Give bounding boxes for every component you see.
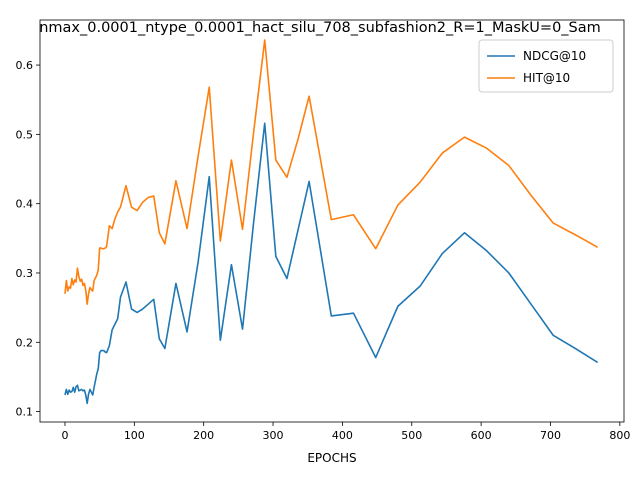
chart-title: nmax_0.0001_ntype_0.0001_hact_silu_708_s… xyxy=(39,20,601,36)
x-tick-label: 0 xyxy=(61,429,68,442)
y-tick-label: 0.1 xyxy=(16,406,34,419)
x-tick-label: 400 xyxy=(332,429,353,442)
y-tick-label: 0.4 xyxy=(16,198,34,211)
y-axis: 0.1 0.2 0.3 0.4 0.5 0.6 xyxy=(16,59,40,419)
plot-area xyxy=(64,39,599,405)
series-line-2 xyxy=(64,39,599,305)
legend-label: NDCG@10 xyxy=(523,49,586,63)
legend-label: HIT@10 xyxy=(523,71,570,85)
series-line-1 xyxy=(64,122,599,405)
y-tick-label: 0.2 xyxy=(16,336,34,349)
x-tick-label: 700 xyxy=(540,429,561,442)
x-tick-label: 100 xyxy=(124,429,145,442)
x-tick-label: 800 xyxy=(609,429,630,442)
legend: NDCG@10 HIT@10 xyxy=(478,39,614,93)
y-tick-label: 0.5 xyxy=(16,128,34,141)
y-tick-label: 0.6 xyxy=(16,59,34,72)
plot-frame xyxy=(39,19,625,423)
y-tick-label: 0.3 xyxy=(16,267,34,280)
x-axis: 0 100 200 300 400 500 600 700 800 xyxy=(61,422,630,442)
x-axis-label: EPOCHS xyxy=(307,451,356,465)
legend-box xyxy=(478,39,614,93)
x-tick-label: 500 xyxy=(401,429,422,442)
x-tick-label: 300 xyxy=(263,429,284,442)
x-tick-label: 600 xyxy=(471,429,492,442)
x-tick-label: 200 xyxy=(193,429,214,442)
